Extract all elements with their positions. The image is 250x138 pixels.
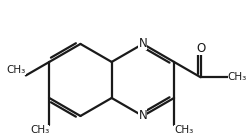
Text: N: N — [138, 37, 147, 50]
Text: N: N — [138, 109, 147, 123]
Text: O: O — [196, 42, 205, 55]
Text: CH₃: CH₃ — [174, 125, 193, 135]
Text: CH₃: CH₃ — [6, 65, 26, 75]
Text: CH₃: CH₃ — [228, 72, 247, 82]
Text: CH₃: CH₃ — [30, 125, 49, 135]
